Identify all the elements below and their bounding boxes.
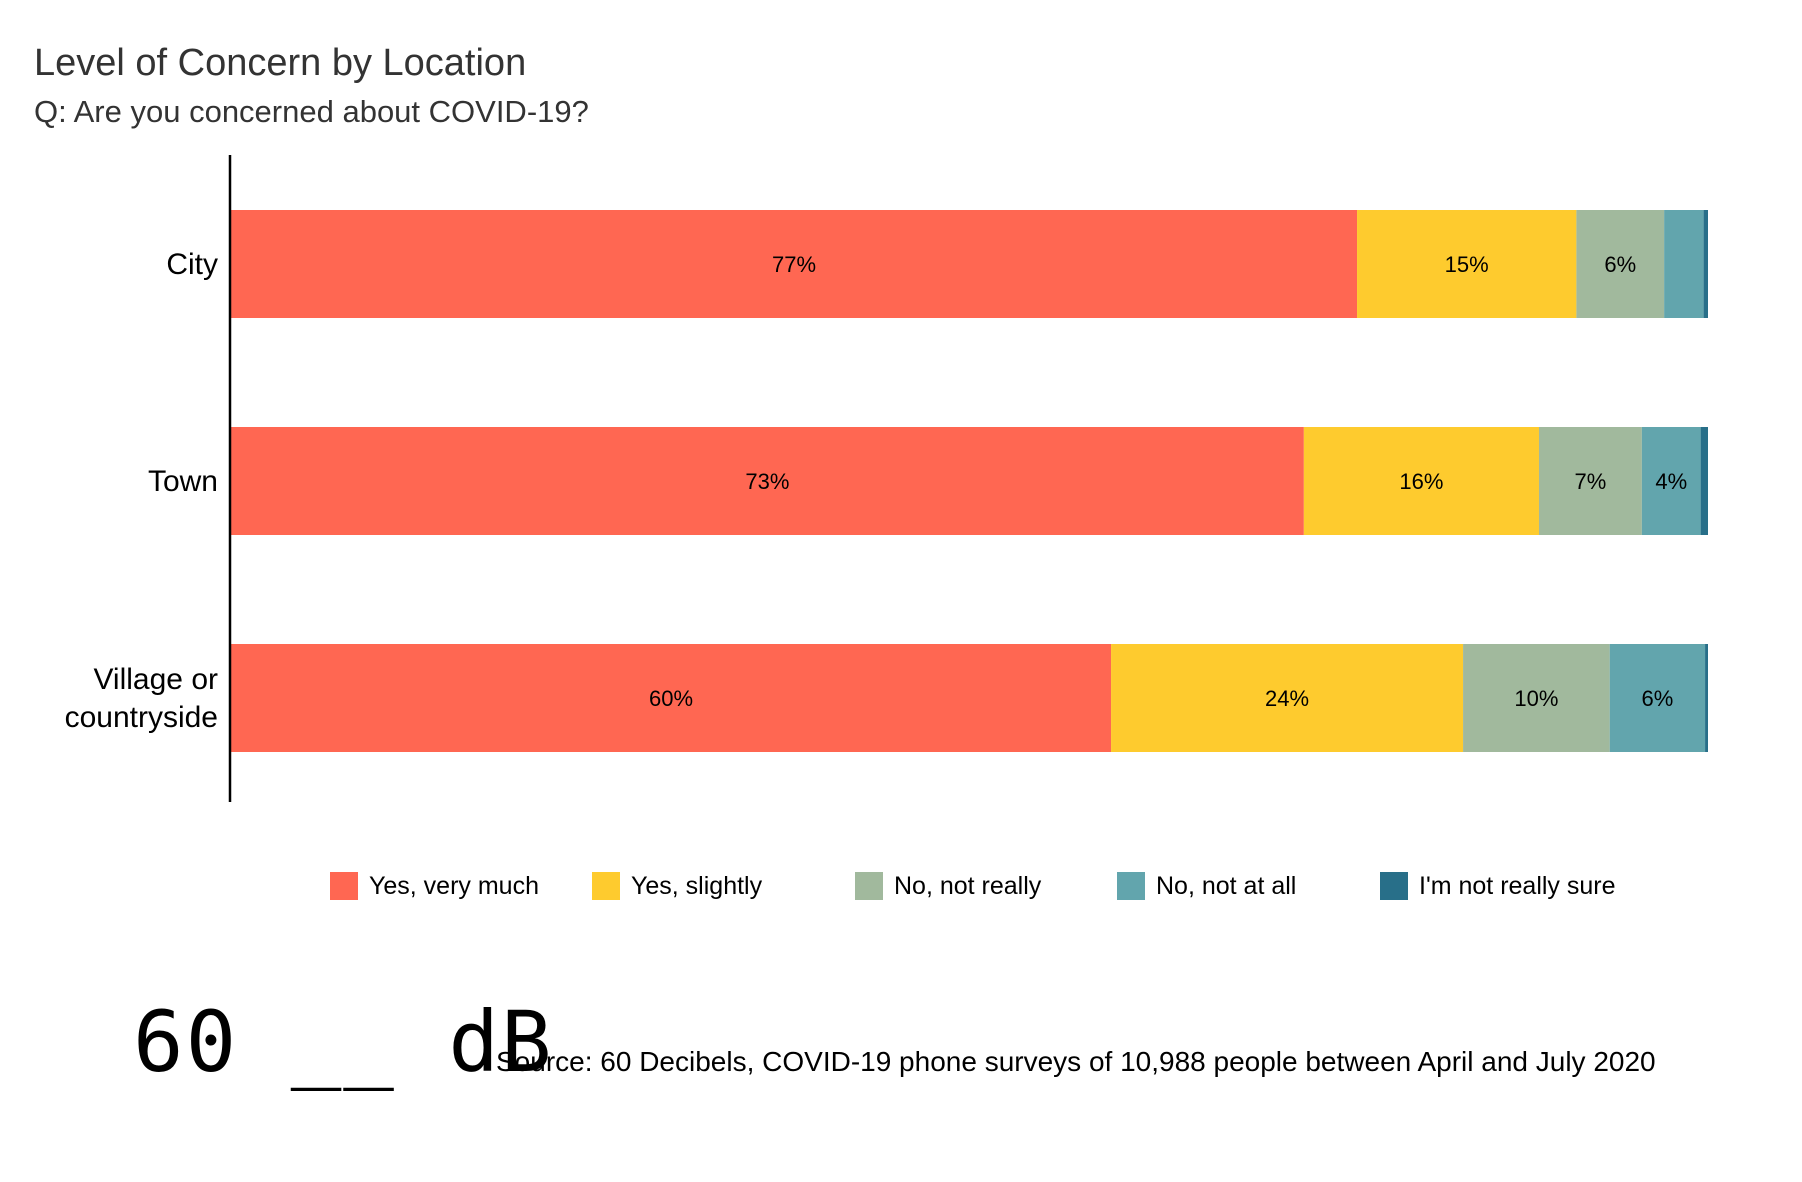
bar-village-or-countryside-i-m-not-really-sure [1705, 644, 1708, 752]
data-label-village-or-countryside-no-not-at-all: 6% [1641, 686, 1673, 711]
bar-village-or-countryside-yes-slightly [1111, 644, 1464, 752]
chart-title: Level of Concern by Location [34, 42, 527, 84]
legend-swatch [330, 872, 358, 900]
category-labels: City Town Village or countryside [65, 248, 218, 734]
bar-town-yes-very-much [231, 427, 1304, 535]
legend: Yes, very much Yes, slightly No, not reall… [0, 866, 1802, 906]
legend-swatch [1380, 872, 1408, 900]
legend-label: Yes, very much [369, 871, 539, 900]
bars-layer: 77% 15% 6% 73% 16% 7% 4% 60% 24% 10% 6% [231, 210, 1708, 752]
data-label-city-yes-very-much: 77% [772, 252, 816, 277]
brand-logo: 60 __ dB [133, 993, 554, 1091]
bar-village-or-countryside-yes-very-much [231, 644, 1112, 752]
bar-city-i-m-not-really-sure [1703, 210, 1708, 318]
bar-city-yes-slightly [1357, 210, 1577, 318]
data-label-town-no-not-at-all: 4% [1655, 469, 1687, 494]
legend-swatch [855, 872, 883, 900]
stacked-bar-chart: 77% 15% 6% 73% 16% 7% 4% 60% 24% 10% 6% City Town Vi… [65, 155, 1708, 802]
legend-item-i-m-not-really-sure: I'm not really sure [1380, 866, 1616, 906]
data-label-town-no-not-really: 7% [1575, 469, 1607, 494]
bar-city-no-not-at-all [1664, 210, 1704, 318]
legend-item-yes-very-much: Yes, very much [330, 866, 539, 906]
legend-label: No, not at all [1156, 871, 1297, 900]
bar-city-yes-very-much [231, 210, 1358, 318]
data-label-village-or-countryside-yes-very-much: 60% [649, 686, 693, 711]
legend-item-yes-slightly: Yes, slightly [592, 866, 762, 906]
legend-swatch [1117, 872, 1145, 900]
legend-item-no-not-at-all: No, not at all [1117, 866, 1296, 906]
category-label-town: Town [148, 465, 218, 498]
chart-subtitle: Q: Are you concerned about COVID-19? [34, 94, 589, 129]
data-label-village-or-countryside-yes-slightly: 24% [1265, 686, 1309, 711]
data-label-town-yes-very-much: 73% [745, 469, 789, 494]
data-label-town-yes-slightly: 16% [1399, 469, 1443, 494]
bar-town-no-not-really [1538, 427, 1642, 535]
data-label-city-yes-slightly: 15% [1445, 252, 1489, 277]
legend-label: Yes, slightly [631, 871, 763, 900]
bar-village-or-countryside-no-not-at-all [1609, 644, 1706, 752]
legend-label: No, not really [894, 871, 1042, 900]
bar-town-yes-slightly [1303, 427, 1539, 535]
bar-town-i-m-not-really-sure [1700, 427, 1708, 535]
bar-town-no-not-at-all [1641, 427, 1701, 535]
data-label-village-or-countryside-no-not-really: 10% [1514, 686, 1558, 711]
bar-city-no-not-really [1576, 210, 1665, 318]
bar-village-or-countryside-no-not-really [1463, 644, 1610, 752]
source-note: Source: 60 Decibels, COVID-19 phone surv… [496, 1046, 1656, 1077]
legend-label: I'm not really sure [1419, 871, 1616, 900]
legend-item-no-not-really: No, not really [855, 866, 1041, 906]
category-label-city: City [166, 248, 218, 281]
data-label-city-no-not-really: 6% [1604, 252, 1636, 277]
category-label-village-or-countryside: Village or countryside [65, 663, 218, 734]
legend-swatch [592, 872, 620, 900]
